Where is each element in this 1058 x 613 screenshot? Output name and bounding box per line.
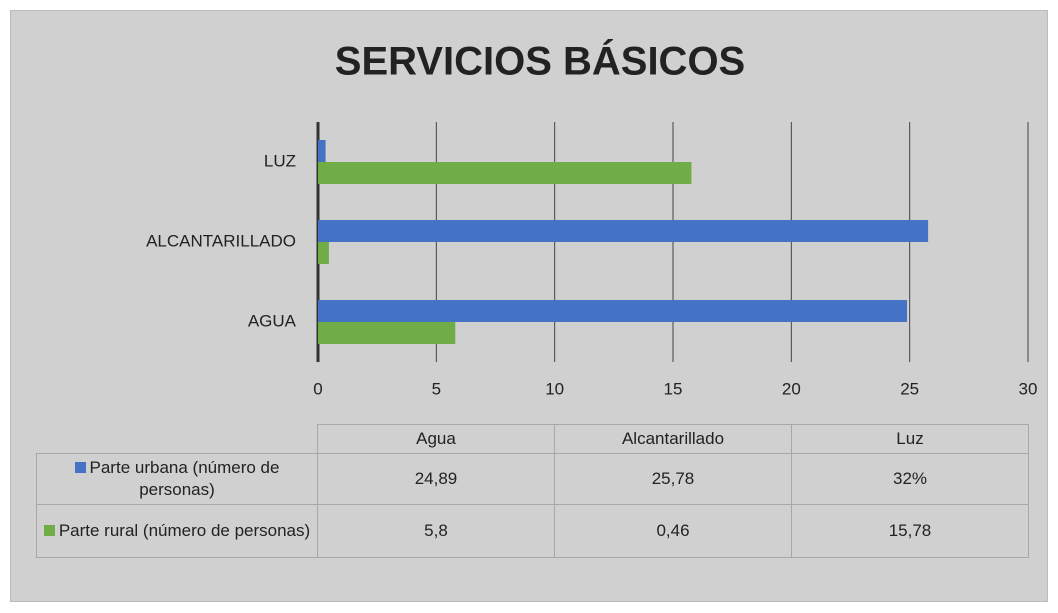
table-header: Agua: [317, 424, 555, 454]
table-value: 24,89: [317, 452, 555, 505]
data-table: Agua Alcantarillado Luz Parte urbana (númer…: [36, 424, 1029, 558]
y-tick-label: AGUA: [248, 311, 297, 330]
y-tick-label: LUZ: [264, 151, 296, 170]
table-value: 15,78: [791, 503, 1029, 558]
y-tick-label: ALCANTARILLADO: [146, 231, 296, 250]
table-header: Alcantarillado: [554, 424, 792, 454]
table-value: 5,8: [317, 503, 555, 558]
x-tick-label: 30: [1019, 379, 1038, 398]
x-tick-label: 20: [782, 379, 801, 398]
table-row: Parte rural (número de personas) 5,8 0,46 1…: [36, 503, 1029, 558]
bar: [318, 322, 456, 344]
x-tick-label: 25: [900, 379, 919, 398]
legend-label: Parte rural (número de personas): [58, 520, 311, 540]
legend-cell: Parte urbana (número de personas): [36, 452, 318, 505]
x-tick-label: 10: [545, 379, 564, 398]
bar: [318, 300, 908, 322]
bar: [318, 140, 326, 162]
table-value: 25,78: [554, 452, 792, 505]
x-tick-label: 5: [432, 379, 441, 398]
table-value: 32%: [791, 452, 1029, 505]
table-value: 0,46: [554, 503, 792, 558]
bar: [318, 162, 692, 184]
bar: [318, 242, 329, 264]
bar: [318, 220, 929, 242]
x-tick-label: 15: [664, 379, 683, 398]
legend-swatch: [74, 461, 86, 473]
chart-title: SERVICIOS BÁSICOS: [335, 39, 745, 84]
legend-swatch: [43, 524, 55, 536]
legend-label: Parte urbana (número de personas): [89, 457, 280, 499]
x-tick-label: 0: [313, 379, 322, 398]
legend-cell: Parte rural (número de personas): [36, 503, 318, 558]
table-row: Parte urbana (número de personas) 24,89 25…: [36, 452, 1029, 505]
table-corner: [36, 424, 318, 454]
table-header: Luz: [791, 424, 1029, 454]
table-header-row: Agua Alcantarillado Luz: [36, 424, 1029, 454]
